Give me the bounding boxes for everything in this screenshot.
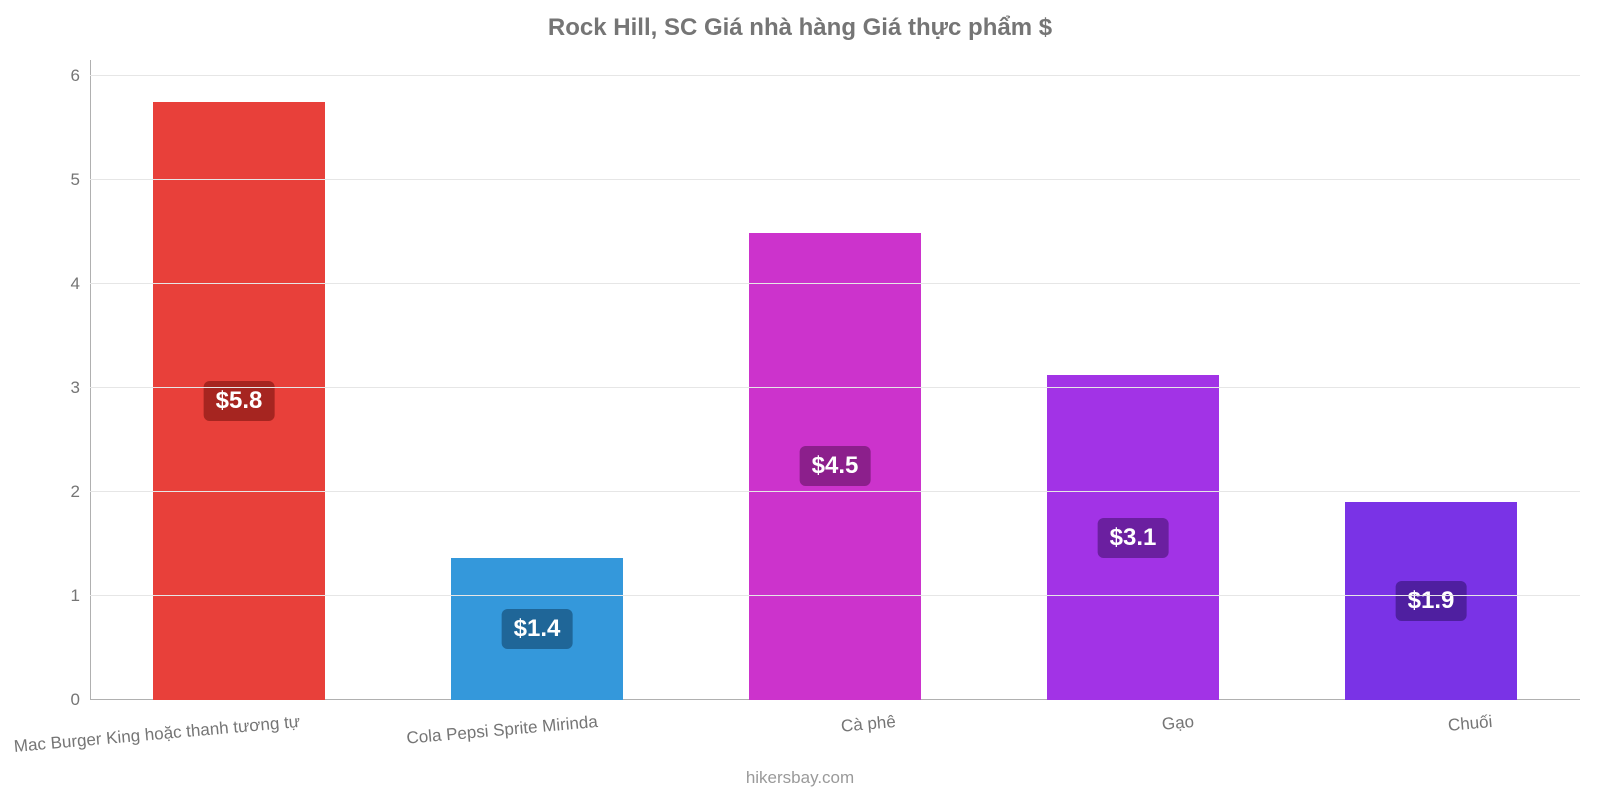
- bar: $1.4: [451, 558, 624, 700]
- gridline: [90, 179, 1580, 180]
- chart-title: Rock Hill, SC Giá nhà hàng Giá thực phẩm…: [0, 14, 1600, 42]
- bar-value-label: $4.5: [800, 446, 871, 486]
- gridline: [90, 491, 1580, 492]
- gridline: [90, 595, 1580, 596]
- x-axis-label: Chuối: [1447, 712, 1493, 736]
- bars-layer: $5.8 $1.4 $4.5 $3.1 $1.9: [90, 60, 1580, 700]
- x-axis-label: Gạo: [1161, 712, 1195, 735]
- gridline: [90, 283, 1580, 284]
- y-tick-label: 4: [71, 274, 90, 294]
- y-tick-label: 3: [71, 378, 90, 398]
- x-axis-label: Mac Burger King hoặc thanh tương tự: [13, 712, 301, 757]
- bar: $4.5: [749, 233, 922, 700]
- chart-container: Rock Hill, SC Giá nhà hàng Giá thực phẩm…: [0, 0, 1600, 800]
- bar: $3.1: [1047, 375, 1220, 700]
- y-tick-label: 6: [71, 66, 90, 86]
- y-tick-label: 1: [71, 586, 90, 606]
- bar-value-label: $1.4: [502, 609, 573, 649]
- x-axis-label: Cola Pepsi Sprite Mirinda: [406, 712, 599, 749]
- plot-area: $5.8$1.4$4.5$3.1$1.9 0123456: [90, 60, 1580, 700]
- gridline: [90, 387, 1580, 388]
- gridline: [90, 75, 1580, 76]
- y-tick-label: 0: [71, 690, 90, 710]
- y-tick-label: 5: [71, 170, 90, 190]
- bar: $5.8: [153, 102, 326, 700]
- bar-value-label: $3.1: [1098, 518, 1169, 558]
- bar-value-label: $1.9: [1396, 581, 1467, 621]
- attribution-text: hikersbay.com: [0, 768, 1600, 788]
- x-axis-label: Cà phê: [840, 712, 896, 737]
- bar: $1.9: [1345, 502, 1518, 700]
- y-tick-label: 2: [71, 482, 90, 502]
